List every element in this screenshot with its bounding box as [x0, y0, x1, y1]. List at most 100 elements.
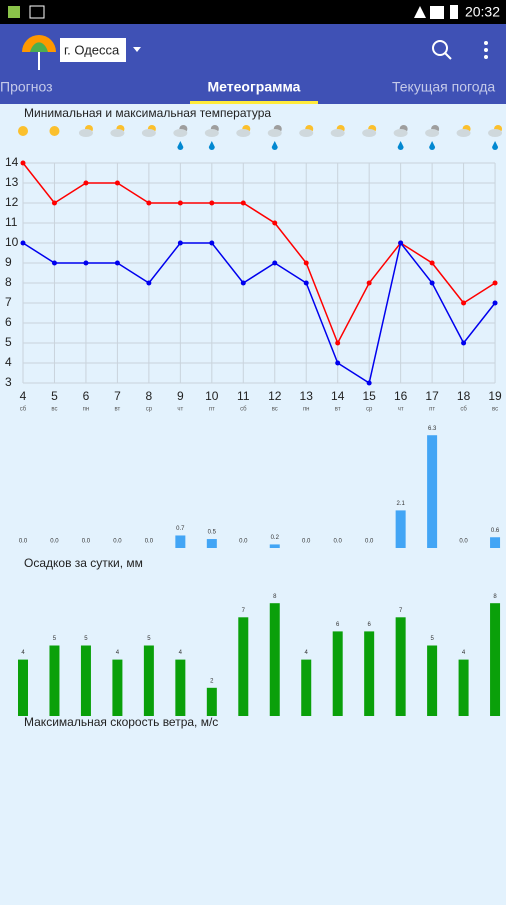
search-button[interactable] [432, 40, 452, 60]
bar [269, 544, 280, 548]
weekday-label: вс [51, 407, 57, 413]
value-label: 0.0 [334, 539, 343, 545]
value-label: 8 [273, 594, 277, 600]
y-tick-label: 4 [5, 355, 12, 369]
series-line [22, 241, 496, 385]
weekday-label: вс [272, 407, 278, 413]
bar [206, 687, 217, 716]
value-label: 5 [147, 636, 151, 642]
value-label: 6 [367, 622, 371, 628]
weather-icon [362, 129, 377, 137]
point [366, 280, 372, 286]
value-label: 0.0 [459, 539, 468, 545]
weather-icon [110, 129, 125, 137]
value-label: 0.0 [82, 539, 91, 545]
bar [332, 631, 343, 716]
value-label: 0.5 [208, 530, 217, 536]
weekday-label: сб [240, 407, 247, 413]
bar [364, 631, 375, 716]
value-label: 0.0 [50, 539, 59, 545]
point [146, 200, 152, 206]
tab[interactable]: Текущая погода [392, 79, 495, 95]
value-label: 0.2 [271, 535, 280, 541]
tab[interactable]: Прогноз [0, 79, 53, 95]
y-tick-label: 8 [5, 275, 12, 289]
value-label: 5 [430, 636, 434, 642]
x-tick-label: 7 [114, 389, 121, 403]
point [51, 200, 57, 206]
bar [206, 539, 217, 548]
city-selector[interactable] [60, 38, 126, 62]
value-label: 6.3 [428, 426, 437, 432]
app-bar [0, 24, 506, 104]
x-tick-label: 10 [205, 389, 219, 403]
y-tick-label: 10 [5, 235, 19, 249]
x-tick-label: 13 [300, 389, 314, 403]
dropdown-arrow[interactable] [133, 47, 141, 52]
wifi-icon [414, 6, 426, 18]
point [209, 200, 215, 206]
point [272, 220, 278, 226]
point [51, 260, 57, 266]
point [461, 340, 467, 346]
clock: 20:32 [465, 4, 500, 20]
x-tick-label: 9 [177, 389, 184, 403]
city-name: г. Одесса [64, 42, 120, 57]
weather-icon [236, 129, 251, 137]
y-tick-label: 14 [5, 155, 19, 169]
value-label: 4 [179, 650, 183, 656]
weekday-label: пн [303, 407, 310, 413]
value-label: 0.6 [491, 528, 500, 534]
weather-icon [78, 129, 93, 137]
point [209, 240, 215, 246]
rain-drop [429, 141, 436, 150]
y-tick-label: 12 [5, 195, 19, 209]
bar [112, 659, 123, 716]
x-tick-label: 17 [425, 389, 439, 403]
bar [143, 645, 154, 716]
point [83, 180, 89, 186]
x-tick-label: 16 [394, 389, 408, 403]
value-label: 4 [462, 650, 466, 656]
value-label: 8 [493, 594, 497, 600]
y-tick-label: 9 [5, 255, 12, 269]
weather-icon [204, 129, 219, 137]
weekday-label: пт [429, 407, 435, 413]
point [429, 280, 435, 286]
x-tick-label: 19 [488, 389, 502, 403]
weather-icon [425, 129, 440, 137]
y-tick-label: 13 [5, 175, 19, 189]
point [146, 280, 152, 286]
point [398, 240, 404, 246]
bar [175, 659, 186, 716]
weather-icon [393, 129, 408, 137]
point [335, 360, 341, 366]
weekday-label: ср [366, 407, 373, 413]
weekday-label: ср [146, 407, 153, 413]
point [461, 300, 467, 306]
x-tick-label: 18 [457, 389, 471, 403]
x-tick-label: 5 [51, 389, 58, 403]
value-label: 0.0 [19, 539, 28, 545]
rain-drop [208, 141, 215, 150]
weather-icon [330, 129, 345, 137]
weekday-label: чт [177, 407, 183, 413]
value-label: 7 [399, 608, 403, 614]
chart-title: Максимальная скорость ветра, м/с [24, 715, 218, 729]
y-tick-label: 5 [5, 335, 12, 349]
value-label: 0.0 [145, 539, 154, 545]
weekday-label: пн [83, 407, 90, 413]
signal-icon [430, 6, 444, 19]
bar [269, 603, 280, 716]
point [492, 300, 498, 306]
tab-indicator [190, 101, 318, 104]
bar [301, 659, 312, 716]
bar [458, 659, 469, 716]
menu-button[interactable] [484, 41, 488, 59]
value-label: 0.7 [176, 526, 185, 532]
battery-icon [450, 5, 458, 19]
tab-active[interactable]: Метеограмма [208, 79, 301, 95]
point [114, 260, 120, 266]
